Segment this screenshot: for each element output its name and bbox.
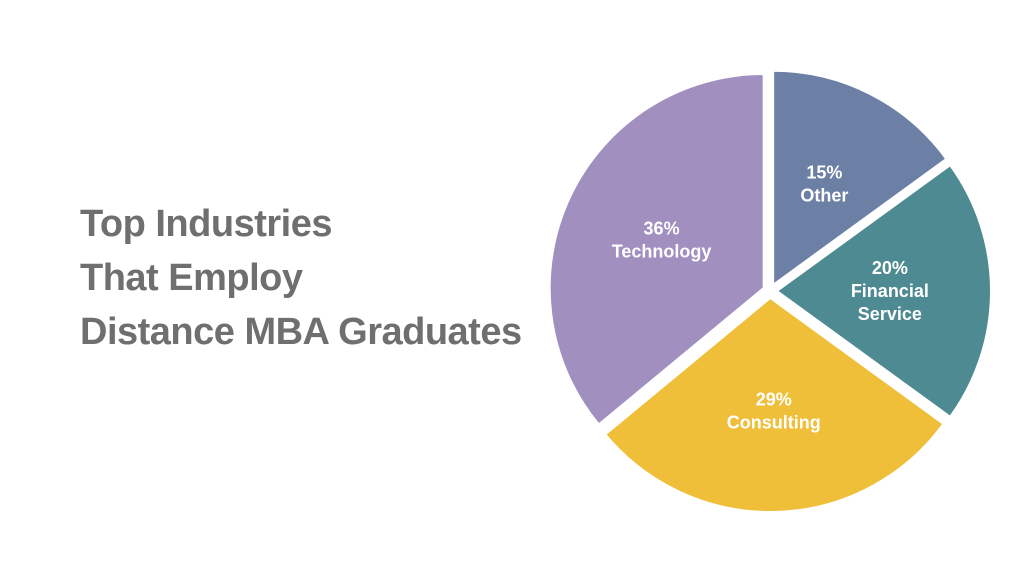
pie-slice-other: [772, 69, 948, 287]
pie-slice-consulting: [603, 296, 945, 513]
pie-label-category: Financial: [851, 281, 929, 301]
pie-label-category: Consulting: [727, 412, 821, 432]
pie-label-category: Service: [858, 304, 922, 324]
title-line-2: That Employ: [80, 257, 303, 299]
pie-label-technology: 36% Technology: [612, 218, 712, 261]
pie-label-category: Technology: [612, 241, 712, 261]
pie-label-category: Other: [800, 186, 848, 206]
title-line-3: Distance MBA Graduates: [80, 311, 522, 353]
pie-label-percent: 20%: [872, 258, 908, 278]
slide-title: Top Industries That Employ Distance MBA …: [80, 197, 522, 359]
pie-slice-financial-service: [775, 163, 992, 419]
pie-label-financial-service: 20% Financial Service: [851, 258, 929, 324]
pie-labels: 15% Other 20% Financial Service 29% Consulting…: [612, 163, 929, 433]
pie-label-other: 15% Other: [800, 163, 848, 206]
pie-slice-technology: [548, 73, 765, 426]
pie-label-consulting: 29% Consulting: [727, 389, 821, 432]
title-line-1: Top Industries: [80, 203, 332, 245]
pie-label-percent: 36%: [644, 218, 680, 238]
pie-label-percent: 29%: [756, 389, 792, 409]
pie-slices: [548, 69, 992, 513]
pie-label-percent: 15%: [806, 163, 842, 183]
